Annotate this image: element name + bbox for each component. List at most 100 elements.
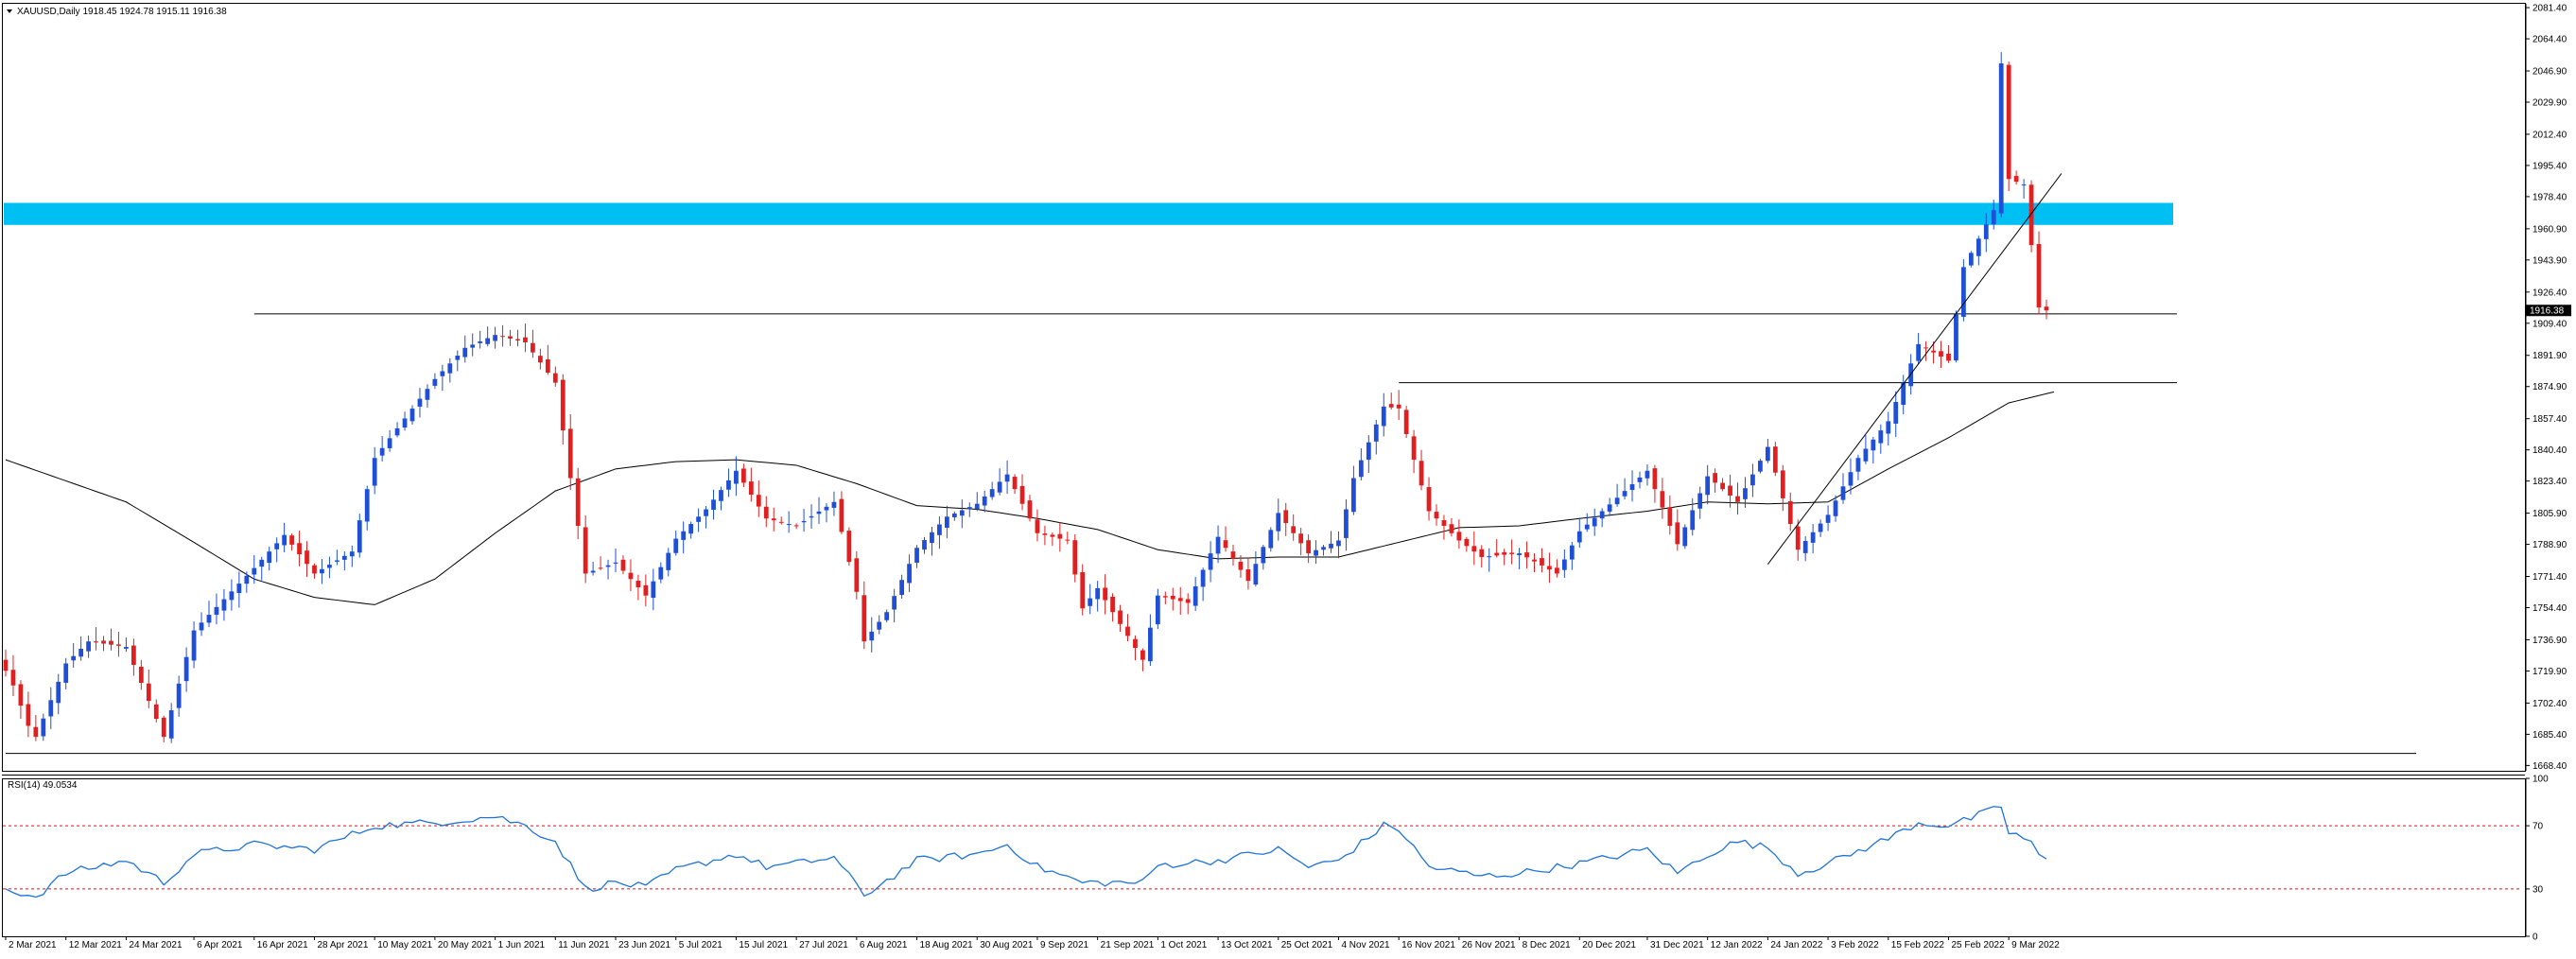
time-axis-label: 5 Jul 2021 bbox=[679, 940, 723, 950]
time-axis-label: 26 Nov 2021 bbox=[1462, 940, 1516, 950]
candle-body bbox=[176, 683, 182, 708]
candle-body bbox=[1088, 598, 1093, 606]
candle-body bbox=[1614, 497, 1620, 505]
candle-body bbox=[681, 531, 687, 540]
candle-body bbox=[161, 717, 166, 738]
time-axis-label: 28 Apr 2021 bbox=[317, 940, 368, 950]
candle-body bbox=[1403, 410, 1409, 434]
candle-body bbox=[1140, 650, 1145, 660]
candle-body bbox=[1675, 522, 1680, 545]
candle-body bbox=[1787, 500, 1793, 525]
current-price-tag bbox=[2526, 305, 2571, 317]
candle-body bbox=[199, 622, 204, 631]
candle-body bbox=[48, 700, 54, 717]
time-axis-label: 1 Jun 2021 bbox=[498, 940, 546, 950]
candle-body bbox=[1871, 439, 1876, 451]
candle-body bbox=[274, 543, 280, 549]
candle-body bbox=[1396, 404, 1401, 409]
candle-body bbox=[711, 499, 716, 511]
candle-body bbox=[1366, 442, 1371, 461]
candle-body bbox=[1697, 493, 1703, 509]
candle-body bbox=[146, 683, 151, 702]
candle-body bbox=[1840, 486, 1846, 500]
candle-body bbox=[447, 363, 453, 374]
candle-body bbox=[673, 538, 679, 553]
time-axis-label: 24 Mar 2021 bbox=[129, 940, 183, 950]
candle-body bbox=[1561, 559, 1567, 570]
candle-body bbox=[289, 535, 294, 545]
candle-body bbox=[1908, 363, 1914, 387]
candle-body bbox=[1576, 531, 1582, 543]
candle-body bbox=[846, 531, 852, 563]
candle-body bbox=[688, 524, 694, 534]
time-axis-label: 12 Jan 2022 bbox=[1711, 940, 1763, 950]
candle-body bbox=[1939, 351, 1943, 357]
candle-body bbox=[793, 525, 799, 527]
time-axis-label: 13 Oct 2021 bbox=[1221, 940, 1273, 950]
candle-body bbox=[1592, 517, 1597, 527]
candle-body bbox=[1735, 496, 1740, 502]
candle-body bbox=[1223, 540, 1228, 549]
candle-body bbox=[575, 478, 581, 526]
candle-body bbox=[651, 581, 656, 599]
time-axis-label: 8 Dec 2021 bbox=[1523, 940, 1572, 950]
candle-body bbox=[907, 564, 912, 584]
candle-body bbox=[1057, 533, 1063, 539]
collapse-arrow-icon[interactable] bbox=[7, 9, 12, 13]
candle-body bbox=[1276, 513, 1281, 532]
candle-body bbox=[1772, 446, 1778, 473]
time-axis-label: 27 Jul 2021 bbox=[799, 940, 848, 950]
candle-body bbox=[552, 373, 558, 383]
candle-body bbox=[485, 338, 491, 344]
time-axis-label: 1 Oct 2021 bbox=[1160, 940, 1207, 950]
candle-body bbox=[1810, 532, 1816, 543]
rsi-caption: RSI(14) 49.0534 bbox=[8, 780, 78, 791]
candle-body bbox=[1758, 461, 1763, 472]
candle-body bbox=[862, 595, 867, 642]
price-axis-label: 2046.90 bbox=[2532, 67, 2567, 78]
candle-body bbox=[267, 551, 272, 564]
price-axis-label: 1805.90 bbox=[2532, 509, 2567, 519]
price-axis-label: 1891.90 bbox=[2532, 351, 2567, 361]
candle-body bbox=[1547, 566, 1552, 570]
candle-body bbox=[1208, 553, 1213, 570]
candle-body bbox=[966, 507, 972, 510]
candle-body bbox=[26, 704, 31, 726]
time-axis-label: 15 Feb 2022 bbox=[1891, 940, 1945, 950]
candle-body bbox=[892, 596, 897, 610]
candle-body bbox=[658, 567, 664, 580]
candle-body bbox=[1019, 485, 1025, 504]
candle-body bbox=[778, 521, 784, 523]
candle-body bbox=[1238, 561, 1244, 570]
candle-body bbox=[153, 704, 159, 720]
candle-body bbox=[756, 495, 761, 507]
candle-body bbox=[1065, 539, 1070, 541]
candle-body bbox=[1261, 547, 1266, 564]
candle-body bbox=[2013, 176, 2019, 183]
candle-body bbox=[1494, 552, 1500, 556]
candle-body bbox=[56, 681, 61, 704]
candle-body bbox=[1584, 524, 1590, 530]
candle-body bbox=[1358, 460, 1364, 478]
candle-body bbox=[590, 570, 596, 573]
candle-body bbox=[1133, 638, 1138, 649]
price-axis-label: 1874.90 bbox=[2532, 382, 2567, 392]
candle-body bbox=[974, 503, 980, 510]
price-axis-label: 1943.90 bbox=[2532, 255, 2567, 266]
price-axis-label: 1926.40 bbox=[2532, 288, 2567, 298]
candle-body bbox=[341, 555, 347, 560]
price-axis-label: 2081.40 bbox=[2532, 4, 2567, 14]
candle-body bbox=[500, 336, 505, 338]
price-axis-label: 1719.90 bbox=[2532, 667, 2567, 677]
price-axis-label: 2029.90 bbox=[2532, 97, 2567, 108]
candle-body bbox=[327, 565, 332, 568]
candle-body bbox=[1818, 523, 1823, 532]
candle-body bbox=[1569, 545, 1575, 560]
candle-body bbox=[131, 645, 136, 666]
rsi-axis-label: 30 bbox=[2532, 884, 2544, 895]
candle-body bbox=[613, 562, 618, 564]
time-axis-label: 12 Mar 2021 bbox=[69, 940, 123, 950]
candle-body bbox=[567, 428, 573, 479]
candle-body bbox=[2036, 244, 2042, 308]
candle-body bbox=[1148, 627, 1153, 662]
